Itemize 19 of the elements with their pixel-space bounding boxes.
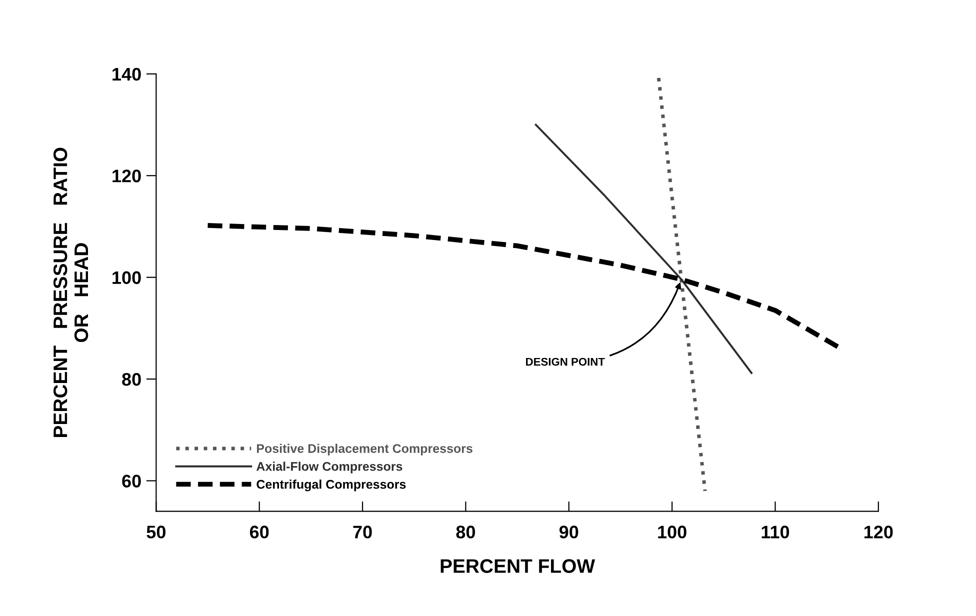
x-tick-label: 80 — [456, 526, 475, 538]
x-tick-label: 110 — [762, 526, 790, 538]
x-tick-label: 100 — [658, 526, 686, 538]
y-tick-label: 80 — [122, 372, 141, 386]
x-tick-label: 60 — [250, 526, 269, 538]
x-axis-title: PERCENT FLOW — [440, 559, 596, 573]
x-tick-label: 50 — [146, 526, 166, 538]
x-tick-label: 120 — [864, 526, 893, 538]
y-axis-title: PERCENT PRESSURE RATIO OR HEAD — [53, 148, 88, 437]
y-tick-label: 100 — [112, 271, 141, 284]
x-tick-label: 90 — [559, 526, 578, 538]
y-tick-label: 60 — [122, 474, 141, 488]
text: Positive Displacement Compressors — [256, 444, 472, 456]
text: Axial-Flow Compressors — [256, 462, 402, 474]
y-tick-label: 120 — [112, 170, 141, 182]
annotation: DESIGN POINT — [526, 358, 605, 366]
x-tick-label: 70 — [353, 526, 372, 538]
y-tick-label: 140 — [112, 68, 141, 81]
text: Centrifugal Compressors — [256, 480, 406, 492]
